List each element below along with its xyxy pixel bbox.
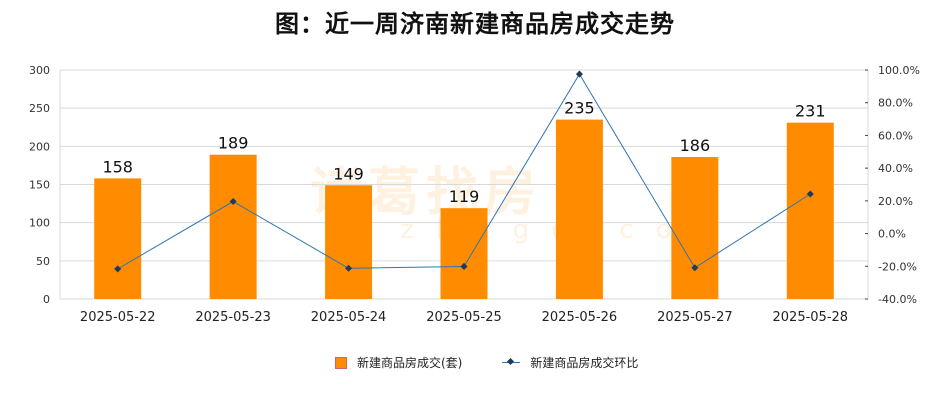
- right-axis-tick: 20.0%: [878, 195, 913, 208]
- bar-data-label: 235: [564, 99, 595, 118]
- left-axis-tick: 200: [29, 140, 50, 153]
- bar-data-label: 186: [680, 136, 711, 155]
- x-axis-tick: 2025-05-24: [311, 310, 387, 325]
- bar: [671, 157, 719, 299]
- legend-bar-swatch: [335, 356, 347, 369]
- bar: [440, 208, 488, 299]
- chart-title: 图：近一周济南新建商品房成交走势: [275, 10, 675, 38]
- ratio-point: [575, 70, 583, 78]
- x-axis-tick: 2025-05-23: [195, 310, 271, 325]
- ratio-point: [345, 264, 353, 272]
- right-axis-tick: 80.0%: [878, 97, 913, 110]
- x-axis-tick: 2025-05-22: [80, 310, 156, 325]
- ratio-point: [806, 190, 814, 198]
- bar-data-label: 119: [449, 187, 480, 206]
- left-axis-tick: 100: [29, 217, 50, 230]
- x-axis-tick: 2025-05-25: [426, 310, 502, 325]
- x-axis-tick: 2025-05-28: [773, 310, 849, 325]
- left-axis-tick: 50: [36, 255, 50, 268]
- ratio-point: [460, 262, 468, 270]
- legend-item-bar: 新建商品房成交(套): [335, 354, 462, 371]
- right-axis-tick: -40.0%: [878, 293, 917, 306]
- legend: 新建商品房成交(套) 新建商品房成交环比: [335, 354, 678, 371]
- right-axis-tick: 60.0%: [878, 129, 913, 142]
- legend-line-label: 新建商品房成交环比: [530, 356, 639, 370]
- left-axis-tick: 150: [29, 179, 50, 192]
- bar-data-label: 158: [102, 157, 133, 176]
- bar: [325, 185, 373, 299]
- left-axis-tick: 250: [29, 102, 50, 115]
- bar: [555, 119, 603, 299]
- left-axis-tick: 0: [43, 293, 50, 306]
- bar-data-label: 149: [333, 164, 364, 183]
- ratio-point: [691, 264, 699, 272]
- ratio-point: [229, 197, 237, 206]
- bar-data-label: 231: [795, 102, 826, 121]
- ratio-point: [114, 265, 122, 273]
- right-axis-tick: 0.0%: [878, 228, 906, 241]
- bar-data-label: 189: [218, 134, 249, 153]
- legend-line-swatch: [502, 362, 521, 363]
- right-axis-tick: 100.0%: [878, 64, 920, 77]
- x-axis-tick: 2025-05-27: [657, 310, 733, 325]
- legend-item-line: 新建商品房成交环比: [502, 354, 638, 371]
- bar: [786, 122, 834, 299]
- bar: [209, 154, 257, 299]
- bar: [94, 178, 142, 299]
- right-axis-tick: -20.0%: [878, 260, 917, 273]
- left-axis-tick: 300: [29, 64, 50, 77]
- legend-bar-label: 新建商品房成交(套): [357, 356, 463, 370]
- x-axis-tick: 2025-05-26: [542, 310, 618, 325]
- right-axis-tick: 40.0%: [878, 162, 913, 175]
